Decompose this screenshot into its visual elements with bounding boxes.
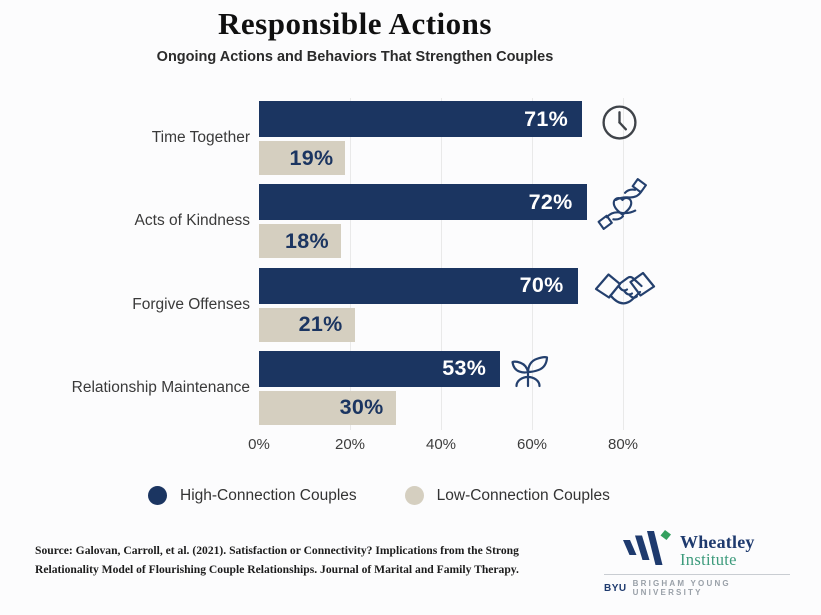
- category-label-2: Forgive Offenses: [132, 295, 250, 313]
- plot-area: 71% 19% 72% 18% 70% 21% 53% 30%: [259, 98, 625, 430]
- bar-low-2: 21%: [259, 307, 355, 342]
- bar-high-2: 70%: [259, 267, 578, 304]
- x-tick-label: 60%: [516, 436, 548, 453]
- wheatley-institute-logo: Wheatley Institute BYU BRIGHAM YOUNG UNI…: [604, 529, 794, 597]
- category-label-3: Relationship Maintenance: [71, 378, 250, 396]
- hands-heart-icon: [597, 178, 647, 230]
- category-label-1: Acts of Kindness: [134, 212, 250, 230]
- bar-high-1: 72%: [259, 184, 587, 221]
- legend-label-low: Low-Connection Couples: [436, 486, 610, 504]
- bar-value-label: 72%: [528, 189, 573, 214]
- handshake-icon: [594, 271, 656, 305]
- chart-header: Responsible Actions Ongoing Actions and …: [0, 6, 710, 65]
- legend-item-high: High-Connection Couples: [148, 486, 357, 505]
- bar-high-0: 71%: [259, 101, 583, 137]
- chart-subtitle: Ongoing Actions and Behaviors That Stren…: [156, 49, 554, 65]
- bar-value-label: 70%: [519, 273, 564, 298]
- legend-dot-low: [404, 486, 424, 505]
- gridline-20: [350, 98, 351, 430]
- bar-value-label: 53%: [442, 356, 487, 381]
- bar-value-label: 19%: [289, 145, 334, 170]
- bar-low-0: 19%: [259, 141, 346, 175]
- byu-wordmark: BYU: [604, 582, 627, 594]
- source-line-2: Relationality Model of Flourishing Coupl…: [35, 563, 519, 576]
- byu-university-text: BRIGHAM YOUNG UNIVERSITY: [632, 579, 731, 597]
- source-line-1: Source: Galovan, Carroll, et al. (2021).…: [35, 544, 519, 557]
- leaf-icon: [660, 530, 671, 540]
- legend-item-low: Low-Connection Couples: [404, 486, 610, 505]
- bar-high-3: 53%: [259, 350, 501, 387]
- gridline-40: [441, 98, 442, 430]
- clock-icon: [602, 105, 637, 140]
- bar-low-1: 18%: [259, 224, 341, 259]
- x-axis: 0% 20% 40% 60% 80%: [0, 436, 821, 456]
- gridline-80: [623, 98, 624, 430]
- legend-dot-high: [148, 486, 167, 505]
- x-tick-label: 0%: [248, 436, 270, 453]
- logo-divider: [604, 574, 790, 575]
- legend: High-Connection Couples Low-Connection C…: [148, 486, 610, 505]
- bar-value-label: 30%: [339, 395, 384, 420]
- bar-value-label: 18%: [284, 228, 329, 253]
- wheatley-w-mark-icon: [623, 530, 671, 565]
- category-labels: Time Together Acts of Kindness Forgive Off…: [0, 98, 250, 430]
- logo-name-line2: Institute: [680, 550, 737, 569]
- legend-label-high: High-Connection Couples: [180, 486, 357, 504]
- bar-low-3: 30%: [259, 390, 396, 425]
- x-tick-label: 20%: [334, 436, 366, 453]
- x-tick-label: 80%: [607, 436, 639, 453]
- seedling-icon: [511, 356, 549, 388]
- chart-title: Responsible Actions: [218, 6, 492, 41]
- x-tick-label: 40%: [425, 436, 457, 453]
- bar-value-label: 71%: [524, 106, 569, 131]
- category-label-0: Time Together: [151, 129, 250, 146]
- bar-value-label: 21%: [298, 312, 343, 337]
- source-citation: Source: Galovan, Carroll, et al. (2021).…: [35, 541, 580, 579]
- logo-name-line1: Wheatley: [680, 532, 755, 552]
- gridline-60: [532, 98, 533, 430]
